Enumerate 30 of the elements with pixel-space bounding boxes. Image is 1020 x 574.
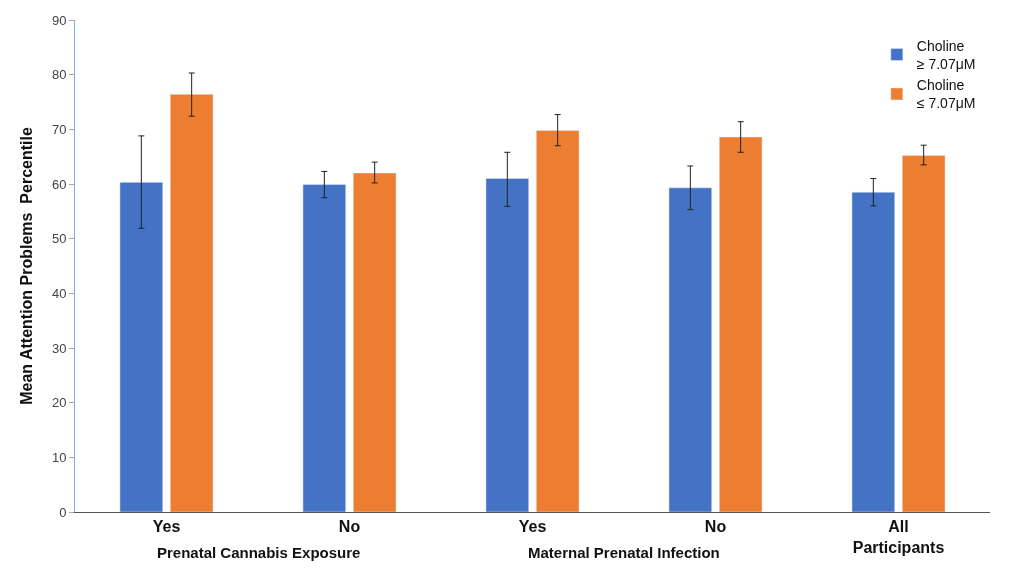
y-tick-label: 80 (51, 67, 67, 83)
x-tick-label: Yes (518, 518, 547, 536)
bar (851, 191, 895, 512)
x-tick-label: No (338, 518, 361, 536)
bar (668, 187, 712, 512)
bar (719, 136, 763, 512)
y-tick-label: 20 (51, 395, 67, 411)
y-tick-label: 90 (51, 12, 67, 28)
bar (485, 178, 529, 512)
text: Prenatal Cannabis Exposure (157, 544, 361, 561)
y-tick-label: 40 (51, 285, 67, 301)
y-tick-label: 70 (51, 121, 67, 137)
bar (353, 172, 397, 512)
y-tick-label: 0 (59, 504, 67, 520)
y-tick-label: 10 (51, 449, 67, 465)
x-tick-label: All Participants (852, 518, 945, 556)
y-tick-label: 50 (51, 231, 67, 247)
bar (902, 155, 946, 512)
bar (170, 94, 214, 512)
y-axis-title: Mean Attention Problems Percentile (17, 127, 35, 405)
legend-label: Choline ≤ 7.07μM (916, 77, 976, 112)
bar (302, 184, 346, 512)
text: Maternal Prenatal Infection (528, 544, 720, 561)
y-tick-label: 30 (51, 340, 67, 356)
y-tick-label: 60 (51, 176, 67, 192)
bar (536, 130, 580, 512)
x-tick-label: No (704, 518, 727, 536)
legend-label: Choline ≥ 7.07μM (916, 37, 976, 73)
bar (119, 182, 163, 512)
x-tick-label: Yes (152, 518, 181, 536)
